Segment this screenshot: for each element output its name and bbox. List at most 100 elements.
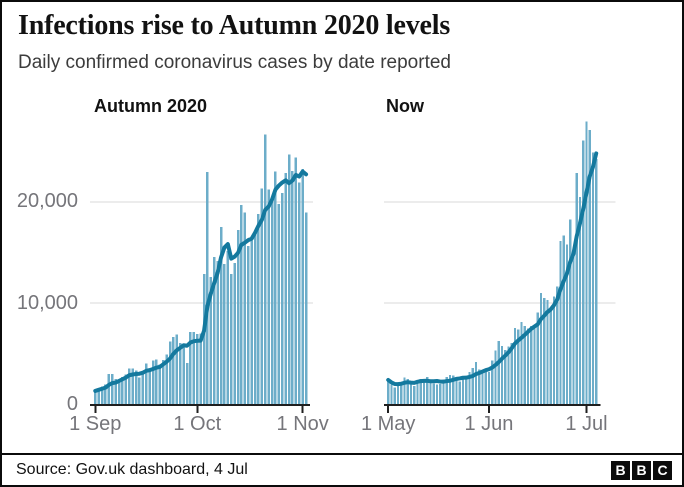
bar xyxy=(523,325,526,404)
bar xyxy=(572,253,575,404)
bar xyxy=(145,363,148,404)
bar xyxy=(216,260,219,404)
bar xyxy=(192,332,196,404)
bar xyxy=(162,359,165,404)
bars xyxy=(387,121,598,405)
bar xyxy=(435,384,439,404)
bar xyxy=(413,386,416,404)
autumn-2020-chart xyxy=(90,134,314,413)
bbc-logo-block-b2: B xyxy=(632,460,651,480)
bar xyxy=(474,361,478,404)
bar xyxy=(301,169,304,404)
footer: Source: Gov.uk dashboard, 4 Jul B B C xyxy=(2,453,682,485)
bar xyxy=(294,157,298,404)
bar xyxy=(128,368,131,404)
bar xyxy=(510,342,513,404)
source-text: Source: Gov.uk dashboard, 4 Jul xyxy=(16,461,248,478)
bar xyxy=(497,341,500,404)
bar xyxy=(182,346,185,404)
bar xyxy=(565,244,569,404)
bar xyxy=(578,197,582,404)
bar xyxy=(546,299,549,404)
bar xyxy=(100,386,104,404)
x-axis-label-1-sep: 1 Sep xyxy=(69,413,122,435)
bar xyxy=(111,374,114,404)
bar xyxy=(304,212,308,404)
bar xyxy=(432,383,435,404)
bar xyxy=(284,172,287,404)
bar xyxy=(530,325,533,404)
bar xyxy=(458,381,461,404)
bar xyxy=(487,372,491,404)
bar xyxy=(491,360,494,404)
page-title: Infections rise to Autumn 2020 levels xyxy=(18,10,451,41)
bbc-logo-block-c: C xyxy=(653,460,672,480)
bar xyxy=(287,154,291,404)
bar xyxy=(471,368,474,404)
y-axis-label-20000: 20,000 xyxy=(16,190,78,212)
bar xyxy=(520,321,523,404)
bar xyxy=(267,189,270,404)
bar xyxy=(400,382,403,404)
x-axis-label-1-jun: 1 Jun xyxy=(464,413,514,435)
x-axis-label-1-may: 1 May xyxy=(360,413,416,435)
bar xyxy=(416,380,419,404)
bar xyxy=(270,196,274,404)
bar xyxy=(213,257,216,404)
bar xyxy=(202,273,206,404)
bar xyxy=(179,342,182,404)
bar xyxy=(257,214,260,404)
bar xyxy=(199,333,202,404)
bar xyxy=(158,364,162,404)
bar xyxy=(165,354,168,404)
bar xyxy=(138,377,141,404)
bar xyxy=(585,121,588,404)
bar xyxy=(185,363,189,404)
bar xyxy=(104,384,107,404)
bar xyxy=(151,360,155,404)
bar xyxy=(409,383,413,404)
bar xyxy=(247,245,250,404)
bar xyxy=(393,387,396,404)
bar xyxy=(230,274,233,404)
bar xyxy=(513,327,517,404)
bar xyxy=(97,388,100,404)
bars xyxy=(94,134,308,404)
bar xyxy=(121,377,124,404)
bar xyxy=(588,130,591,405)
bar xyxy=(484,369,487,404)
bar xyxy=(298,182,301,404)
bar xyxy=(500,345,504,404)
bar xyxy=(396,384,400,404)
bar xyxy=(390,384,393,404)
bar xyxy=(426,377,429,404)
bar xyxy=(539,292,543,404)
page-subtitle: Daily confirmed coronavirus cases by dat… xyxy=(18,52,451,73)
bar xyxy=(117,379,121,404)
bar xyxy=(250,240,253,404)
bar xyxy=(422,380,426,404)
bar xyxy=(465,378,468,404)
bar xyxy=(114,379,117,404)
bar xyxy=(131,368,134,404)
bar xyxy=(448,374,452,404)
trend-line xyxy=(93,169,309,393)
x-axis-label-1-oct: 1 Oct xyxy=(173,413,222,435)
bar xyxy=(243,212,247,404)
bar xyxy=(281,193,284,404)
bar xyxy=(595,159,598,404)
x-axis-label-1-nov: 1 Nov xyxy=(276,413,329,435)
bar xyxy=(206,172,209,404)
bar xyxy=(481,371,484,404)
bar xyxy=(226,250,230,404)
bar xyxy=(543,298,546,404)
bar xyxy=(253,232,257,404)
bar xyxy=(507,346,510,404)
bar xyxy=(264,134,267,404)
bar xyxy=(155,359,158,404)
bar xyxy=(552,296,556,404)
bar xyxy=(461,379,465,404)
now-chart xyxy=(384,121,616,413)
bar xyxy=(223,263,226,404)
